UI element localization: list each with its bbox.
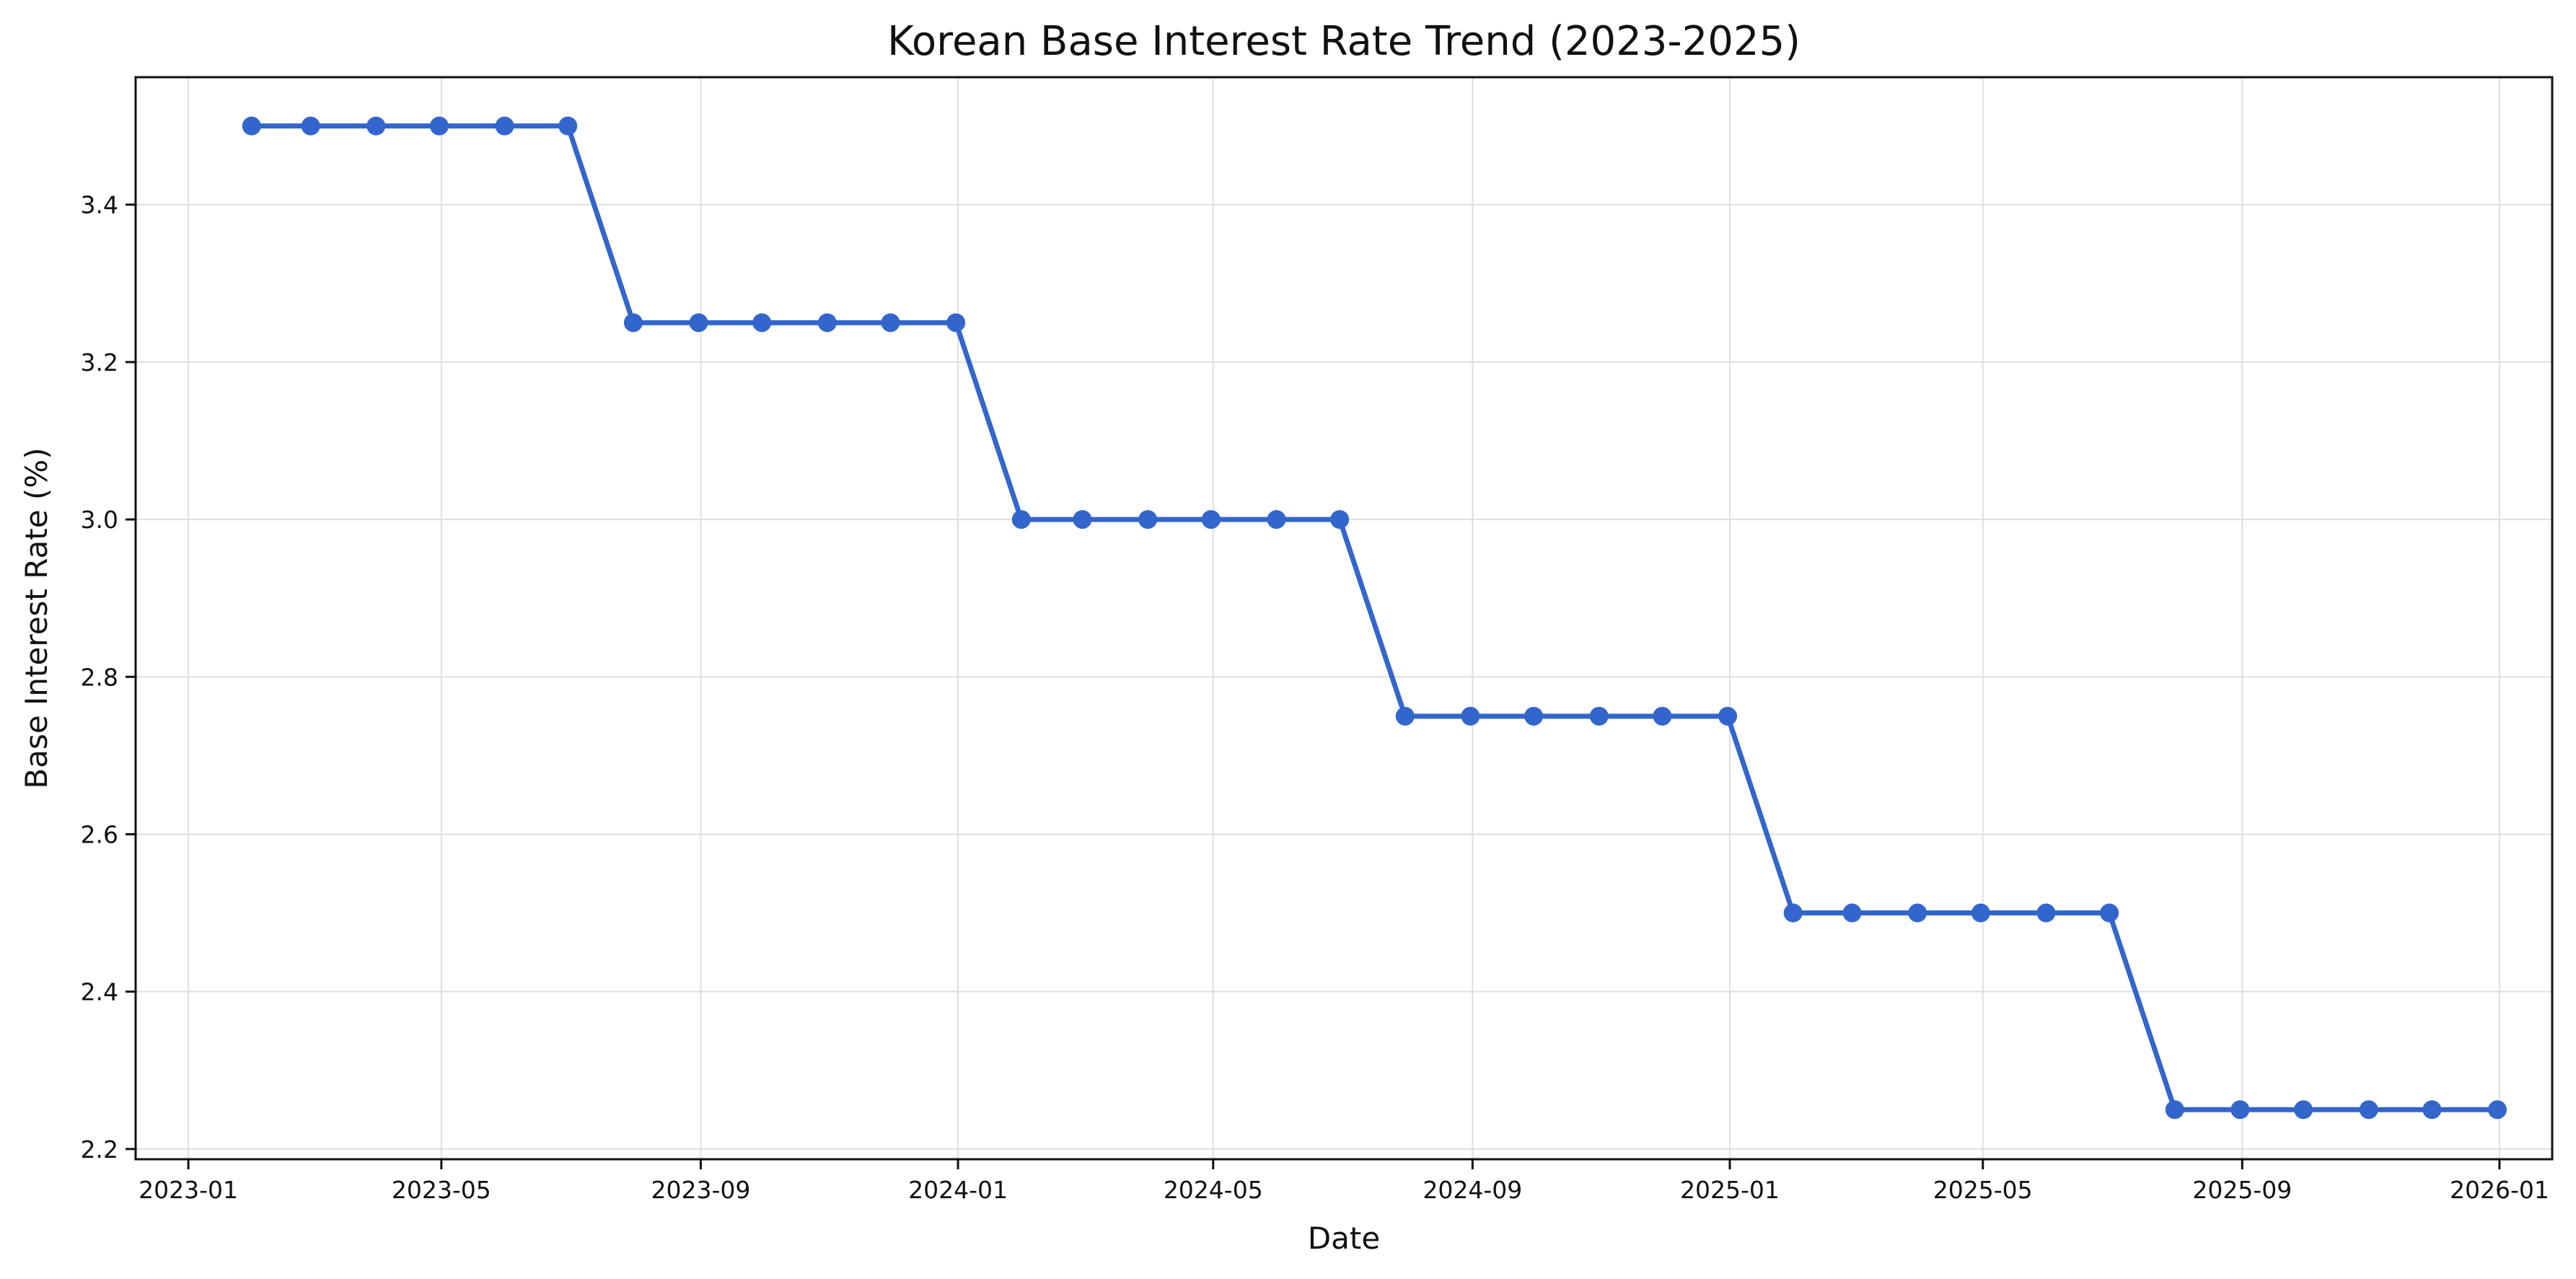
data-point <box>1718 706 1738 726</box>
series-line <box>249 123 2500 1112</box>
x-tick-label: 2025-09 <box>2192 1176 2292 1204</box>
data-point <box>301 116 320 136</box>
x-tick-label: 2025-01 <box>1680 1176 1780 1204</box>
data-point <box>1524 706 1544 726</box>
data-point <box>2294 1100 2313 1120</box>
y-tick-label: 3.0 <box>81 506 118 534</box>
data-point <box>881 313 900 333</box>
x-tick-label: 2023-05 <box>392 1176 491 1204</box>
x-tick-label: 2023-01 <box>139 1176 238 1204</box>
y-axis-label: Base Interest Rate (%) <box>19 447 54 788</box>
x-tick-label: 2023-09 <box>651 1176 750 1204</box>
data-point <box>1653 706 1672 726</box>
data-point <box>366 116 386 136</box>
data-point <box>2230 1100 2250 1120</box>
data-point <box>495 116 514 136</box>
y-tick-label: 2.6 <box>81 820 118 848</box>
y-tick-label: 3.2 <box>81 348 118 377</box>
chart-title: Korean Base Interest Rate Trend (2023-20… <box>887 18 1801 65</box>
x-tick-label: 2024-05 <box>1164 1176 1263 1204</box>
data-point <box>689 313 708 333</box>
y-tick-label: 2.8 <box>81 663 118 691</box>
x-tick-label: 2025-05 <box>1933 1176 2033 1204</box>
data-point <box>1842 903 1862 923</box>
data-point <box>2165 1100 2184 1120</box>
data-point <box>623 313 643 333</box>
x-axis-ticks: 2023-01 2023-05 2023-09 2024-01 2024-05 2024-… <box>139 1159 2549 1204</box>
x-tick-label: 2024-01 <box>908 1176 1008 1204</box>
axes <box>134 76 2554 1161</box>
data-point <box>1783 903 1803 923</box>
x-axis-label: Date <box>1308 1221 1380 1256</box>
x-tick-label: 2026-01 <box>2450 1176 2549 1204</box>
series-layer <box>242 116 2507 1120</box>
data-point <box>1201 510 1221 529</box>
y-axis-ticks: 2.2 2.4 2.6 2.8 3.0 3.2 3.4 <box>81 191 136 1164</box>
grid <box>136 77 2552 1159</box>
data-point <box>2100 903 2119 923</box>
data-point <box>1908 903 1927 923</box>
data-point <box>817 313 837 333</box>
plot-frame <box>134 76 2554 1161</box>
data-point <box>1073 510 1092 529</box>
data-point <box>752 313 772 333</box>
x-tick-label: 2024-09 <box>1423 1176 1522 1204</box>
data-point <box>2036 903 2056 923</box>
data-point <box>1971 903 1990 923</box>
data-point <box>1395 706 1415 726</box>
data-point <box>2359 1100 2378 1120</box>
data-point <box>1330 510 1350 529</box>
data-point <box>1138 510 1158 529</box>
data-point <box>1267 510 1286 529</box>
y-tick-label: 2.4 <box>81 978 118 1006</box>
data-point <box>2422 1100 2442 1120</box>
data-point <box>1589 706 1609 726</box>
y-tick-label: 3.4 <box>81 191 118 219</box>
data-point <box>558 116 578 136</box>
data-point <box>242 116 261 136</box>
data-point <box>2488 1100 2507 1120</box>
data-point <box>1011 510 1031 529</box>
data-point <box>429 116 449 136</box>
data-point <box>946 313 966 333</box>
y-tick-label: 2.2 <box>81 1135 118 1164</box>
data-point <box>1461 706 1480 726</box>
